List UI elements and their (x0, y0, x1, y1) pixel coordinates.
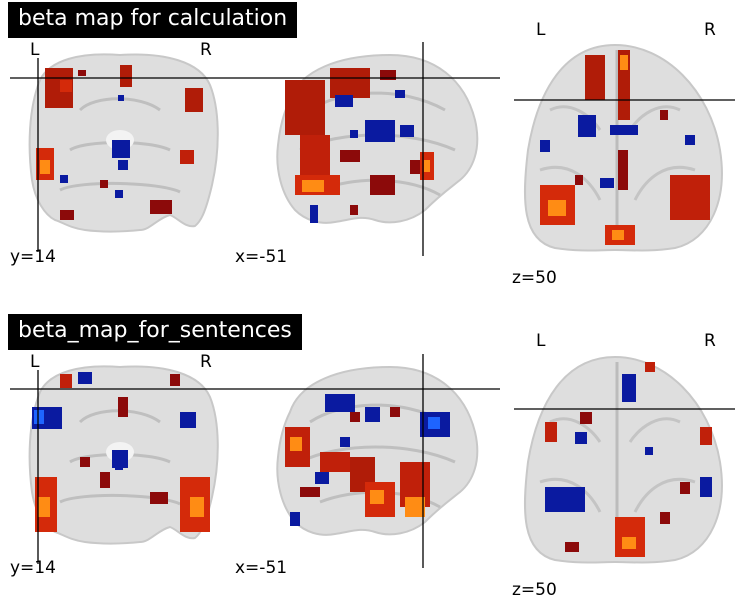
coronal-left-label: L (30, 40, 40, 60)
sagittal-slice (240, 42, 500, 256)
coronal-right-label: R (200, 352, 212, 372)
coronal-right-label: R (200, 40, 212, 60)
axial-slice (514, 355, 735, 564)
coronal-coord-label: y=14 (10, 247, 56, 267)
activation-negative (310, 90, 414, 223)
activation-negative (60, 95, 130, 198)
panel-title: beta map for calculation (8, 2, 298, 38)
axial-right-label: R (704, 331, 716, 351)
coronal-coord-label: y=14 (10, 558, 56, 578)
activation-positive (36, 65, 203, 220)
coronal-slice (10, 53, 240, 252)
coronal-slice (10, 365, 240, 564)
sagittal-coord-label: x=-51 (235, 247, 288, 267)
panel-title: beta_map_for_sentences (8, 314, 302, 350)
sagittal-coord-label: x=-51 (235, 558, 288, 578)
axial-left-label: L (536, 20, 546, 40)
axial-left-label: L (536, 331, 546, 351)
activation-negative (545, 374, 712, 512)
sagittal-slice (240, 354, 500, 568)
coronal-left-label: L (30, 352, 40, 372)
axial-coord-label: z=50 (512, 268, 557, 288)
activation-positive (540, 50, 710, 245)
activation-positive (35, 374, 210, 532)
activation-negative (540, 115, 695, 188)
axial-slice (514, 43, 735, 252)
axial-coord-label: z=50 (512, 580, 557, 600)
activation-negative (32, 372, 196, 470)
activation-negative (290, 394, 450, 526)
panel-sentences: beta_map_for_sentences L R (0, 312, 735, 612)
activation-positive (285, 407, 430, 517)
activation-positive (285, 68, 434, 215)
activation-positive (545, 362, 712, 557)
axial-right-label: R (704, 20, 716, 40)
panel-calculation: beta map for calculation L R (0, 0, 735, 300)
